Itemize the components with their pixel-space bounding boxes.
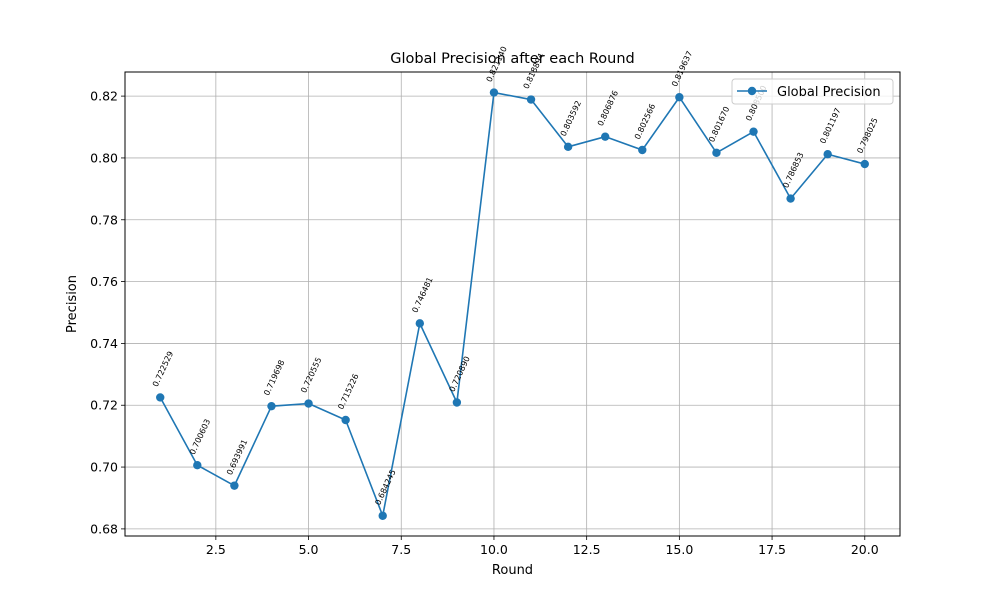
- x-tick-label: 7.5: [391, 542, 411, 557]
- data-point: [230, 481, 239, 490]
- y-tick-label: 0.80: [90, 150, 118, 165]
- data-point: [304, 399, 313, 408]
- legend-marker-sample: [747, 86, 757, 96]
- series-line: [159, 91, 865, 517]
- x-tick-label: 15.0: [665, 542, 693, 557]
- data-point: [378, 511, 387, 520]
- y-tick-label: 0.68: [90, 521, 118, 536]
- legend: Global Precision: [731, 78, 894, 105]
- y-tick-label: 0.74: [90, 336, 118, 351]
- data-point: [526, 95, 536, 104]
- y-tick-label: 0.70: [90, 460, 118, 475]
- data-point: [489, 88, 499, 97]
- y-tick-label: 0.72: [90, 398, 118, 413]
- x-tick-label: 20.0: [851, 542, 879, 557]
- data-point: [267, 401, 276, 411]
- data-point: [749, 127, 758, 136]
- grid: [125, 72, 900, 536]
- y-tick-label: 0.78: [90, 212, 118, 227]
- y-axis-label: Precision: [65, 275, 80, 333]
- axis-ticks: 2.5 5.0 7.5 10.0 12.5 15.0 17.5 20.0 0.68 0.70 0.7…: [90, 89, 879, 557]
- data-point: [341, 415, 350, 425]
- data-point: [452, 398, 462, 407]
- chart-title: Global Precision after each Round: [390, 51, 635, 67]
- x-axis-label: Round: [492, 563, 533, 578]
- data-point: [563, 142, 573, 152]
- x-tick-label: 10.0: [480, 542, 508, 557]
- legend-entry-label: Global Precision: [777, 85, 881, 100]
- x-tick-label: 12.5: [573, 542, 601, 557]
- x-tick-label: 2.5: [206, 542, 226, 557]
- data-point: [786, 194, 795, 203]
- data-point: [823, 150, 832, 159]
- data-point: [156, 393, 165, 402]
- data-point: [675, 93, 684, 102]
- data-point: [860, 159, 869, 169]
- x-tick-label: 17.5: [758, 542, 786, 557]
- legend-box: [731, 78, 894, 105]
- data-point: [601, 132, 610, 141]
- y-tick-label: 0.76: [90, 274, 118, 289]
- data-point: [415, 319, 424, 328]
- data-point: [193, 461, 202, 470]
- plot-frame: [124, 71, 901, 537]
- y-tick-label: 0.82: [90, 89, 118, 104]
- x-tick-label: 5.0: [299, 542, 319, 557]
- data-point: [712, 148, 721, 157]
- data-point: [638, 145, 647, 155]
